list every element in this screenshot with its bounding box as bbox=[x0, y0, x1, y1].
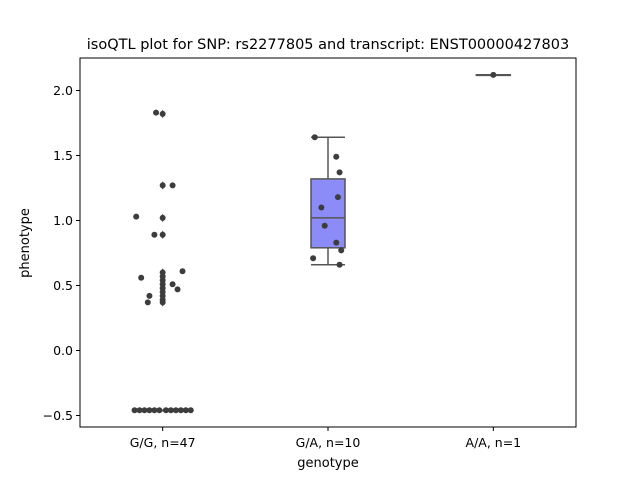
data-point bbox=[174, 286, 181, 293]
data-point bbox=[133, 213, 140, 220]
x-axis: G/G, n=47 G/A, n=10 A/A, n=1 bbox=[130, 427, 521, 450]
data-point bbox=[321, 222, 328, 229]
data-point bbox=[182, 407, 189, 414]
data-point bbox=[336, 261, 343, 268]
data-point bbox=[151, 231, 158, 238]
x-tick-label: A/A, n=1 bbox=[466, 435, 522, 450]
box-group bbox=[144, 109, 181, 412]
y-axis: −0.5 0.0 0.5 1.0 1.5 2.0 bbox=[43, 83, 80, 423]
data-point bbox=[136, 407, 143, 414]
chart-title: isoQTL plot for SNP: rs2277805 and trans… bbox=[87, 37, 569, 53]
data-point bbox=[162, 407, 169, 414]
data-point bbox=[311, 134, 318, 141]
data-point bbox=[146, 292, 153, 299]
data-point bbox=[131, 407, 138, 414]
data-point bbox=[490, 71, 497, 78]
y-tick-label: 0.0 bbox=[53, 343, 73, 358]
data-point bbox=[334, 194, 341, 201]
data-point bbox=[169, 281, 176, 288]
y-tick-label: 1.5 bbox=[53, 148, 73, 163]
data-point bbox=[179, 268, 186, 275]
x-axis-label: genotype bbox=[297, 456, 358, 471]
data-point bbox=[138, 274, 145, 281]
data-point bbox=[177, 407, 184, 414]
data-point bbox=[151, 407, 158, 414]
x-tick-label: G/A, n=10 bbox=[296, 435, 361, 450]
data-point bbox=[159, 110, 166, 117]
data-point bbox=[169, 182, 176, 189]
data-point bbox=[146, 407, 153, 414]
y-tick-label: 2.0 bbox=[53, 83, 73, 98]
box bbox=[310, 178, 346, 249]
data-point bbox=[159, 231, 166, 238]
data-point bbox=[141, 407, 148, 414]
data-point bbox=[156, 407, 163, 414]
data-point bbox=[310, 255, 317, 262]
box-group bbox=[310, 136, 346, 266]
data-point bbox=[333, 239, 340, 246]
y-tick-label: 0.5 bbox=[53, 278, 73, 293]
data-point bbox=[333, 153, 340, 160]
data-point bbox=[159, 299, 166, 306]
data-point bbox=[172, 407, 179, 414]
boxes bbox=[144, 74, 512, 412]
data-point bbox=[159, 182, 166, 189]
data-point bbox=[144, 299, 151, 306]
data-point bbox=[167, 407, 174, 414]
data-point bbox=[159, 214, 166, 221]
y-tick-label: −0.5 bbox=[43, 408, 73, 423]
data-point bbox=[338, 247, 345, 254]
points bbox=[131, 71, 497, 414]
data-point bbox=[153, 109, 160, 116]
x-tick-label: G/G, n=47 bbox=[130, 435, 196, 450]
data-point bbox=[187, 407, 194, 414]
data-point bbox=[336, 169, 343, 176]
data-point bbox=[318, 204, 325, 211]
y-axis-label: phenotype bbox=[18, 208, 33, 278]
y-tick-label: 1.0 bbox=[53, 213, 73, 228]
